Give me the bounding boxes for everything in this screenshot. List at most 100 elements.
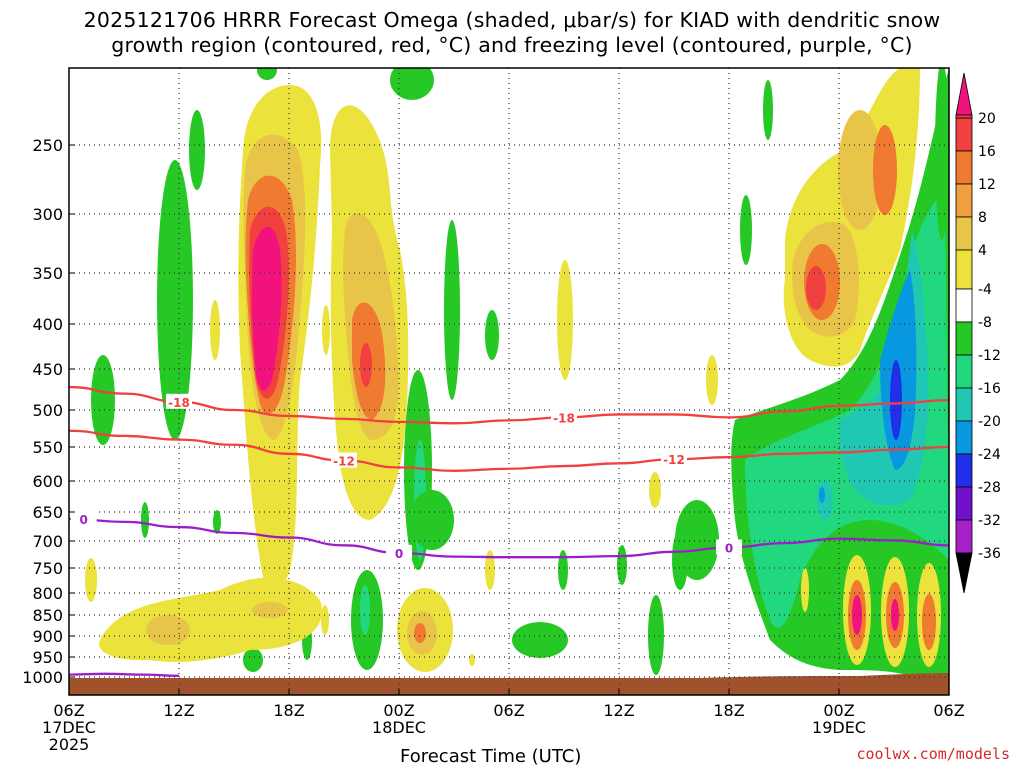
colorbar-swatch — [955, 486, 973, 521]
colorbar-swatch — [955, 249, 973, 290]
colorbar-label: -32 — [978, 513, 1001, 529]
colorbar-swatch — [955, 519, 973, 554]
omega-cell — [85, 558, 97, 602]
omega-cell — [321, 605, 329, 635]
contour-label: 0 — [395, 547, 403, 561]
omega-cell — [819, 487, 825, 503]
x-tick-label: 06Z — [933, 701, 964, 720]
colorbar-label: 8 — [978, 210, 987, 226]
y-tick-label: 800 — [32, 584, 63, 603]
omega-cell — [706, 355, 718, 405]
contour-label: -12 — [333, 455, 355, 469]
y-tick-label: 600 — [32, 472, 63, 491]
contour-label: 0 — [725, 541, 733, 555]
colorbar-label: -36 — [978, 546, 1001, 562]
contour-label-bg — [386, 544, 412, 560]
omega-cell — [189, 110, 205, 190]
colorbar-label: -8 — [978, 315, 992, 331]
colorbar-label: -24 — [978, 447, 1001, 463]
y-tick-label: 300 — [32, 205, 63, 224]
x-tick-date: 18DEC — [372, 718, 426, 737]
colorbar-label: -16 — [978, 381, 1001, 397]
x-tick-label: 00Z — [383, 701, 414, 720]
contour-label: 0 — [79, 513, 87, 527]
colorbar-swatch — [955, 453, 973, 488]
colorbar-swatch — [955, 321, 973, 356]
omega-cell — [648, 595, 664, 675]
omega-shading — [85, 68, 949, 695]
y-tick-label: 500 — [32, 401, 63, 420]
contour-label-bg — [331, 452, 357, 468]
omega-cell — [485, 310, 499, 360]
x-tick-label: 12Z — [163, 701, 194, 720]
omega-cell — [213, 510, 221, 534]
contour-label-bg — [551, 409, 577, 425]
colorbar-label: 20 — [978, 111, 996, 127]
colorbar-label: -20 — [978, 414, 1001, 430]
contour-label-bg — [716, 539, 742, 555]
y-tick-label: 550 — [32, 438, 63, 457]
omega-cell — [817, 480, 833, 520]
omega-cell — [141, 502, 149, 538]
x-tick-label: 06Z — [53, 701, 84, 720]
x-tick-label: 06Z — [493, 701, 524, 720]
omega-cell — [740, 195, 752, 265]
y-tick-label: 950 — [32, 648, 63, 667]
colorbar-swatch — [955, 420, 973, 455]
y-tick-label: 250 — [32, 136, 63, 155]
y-tick-label: 900 — [32, 627, 63, 646]
colorbar-swatch — [955, 216, 973, 251]
x-tick-date: 19DEC — [812, 718, 866, 737]
omega-cell — [146, 615, 190, 645]
omega-cell — [649, 472, 661, 508]
gridlines — [69, 68, 949, 695]
x-tick-label: 12Z — [603, 701, 634, 720]
colorbar-swatch — [955, 288, 973, 323]
contour-line — [69, 429, 949, 472]
contour-label: -18 — [168, 396, 190, 410]
omega-cell — [414, 623, 426, 643]
y-tick-label: 350 — [32, 264, 63, 283]
omega-cell — [890, 360, 902, 440]
contour-line — [69, 517, 949, 559]
omega-cell — [512, 622, 568, 658]
chart-title-line-2: growth region (contoured, red, °C) and f… — [111, 33, 913, 57]
omega-cell — [806, 266, 826, 310]
omega-cell — [252, 602, 288, 618]
contour-line — [69, 385, 949, 425]
y-tick-label: 400 — [32, 315, 63, 334]
colorbar-swatch — [955, 114, 973, 119]
contour-label-bg — [661, 451, 687, 467]
colorbar: 20 16 12 8 4 -4 -8 -12 -16 -20 -24 -28 -32 -36 — [955, 72, 1001, 594]
colorbar-label: -28 — [978, 480, 1001, 496]
contour-label-bg — [70, 510, 97, 526]
x-tick-year: 2025 — [49, 735, 90, 754]
colorbar-swatch — [955, 183, 973, 218]
y-tick-label: 750 — [32, 559, 63, 578]
colorbar-bottom-arrow — [955, 552, 973, 594]
omega-cell — [838, 110, 882, 230]
y-tick-label: 650 — [32, 503, 63, 522]
x-tick-label: 18Z — [713, 701, 744, 720]
colorbar-swatch — [955, 387, 973, 422]
colorbar-label: 4 — [978, 243, 987, 259]
omega-cell — [444, 220, 460, 400]
credit-text: coolwx.com/models — [856, 745, 1010, 763]
omega-cell — [558, 550, 568, 590]
colorbar-label: -4 — [978, 282, 992, 298]
colorbar-label: 12 — [978, 177, 996, 193]
contour-line — [69, 672, 180, 677]
omega-cell — [672, 530, 688, 590]
isotherm-contours: -18 -18 -12 -12 0 0 0 — [69, 385, 949, 677]
omega-cell — [157, 160, 193, 440]
omega-cell — [935, 68, 949, 240]
colorbar-top-arrow — [955, 72, 973, 116]
omega-cell — [763, 80, 773, 140]
omega-cell — [410, 490, 454, 550]
omega-cell — [469, 654, 475, 666]
omega-cell — [390, 68, 434, 100]
omega-cell — [257, 68, 277, 80]
colorbar-swatch — [955, 354, 973, 389]
